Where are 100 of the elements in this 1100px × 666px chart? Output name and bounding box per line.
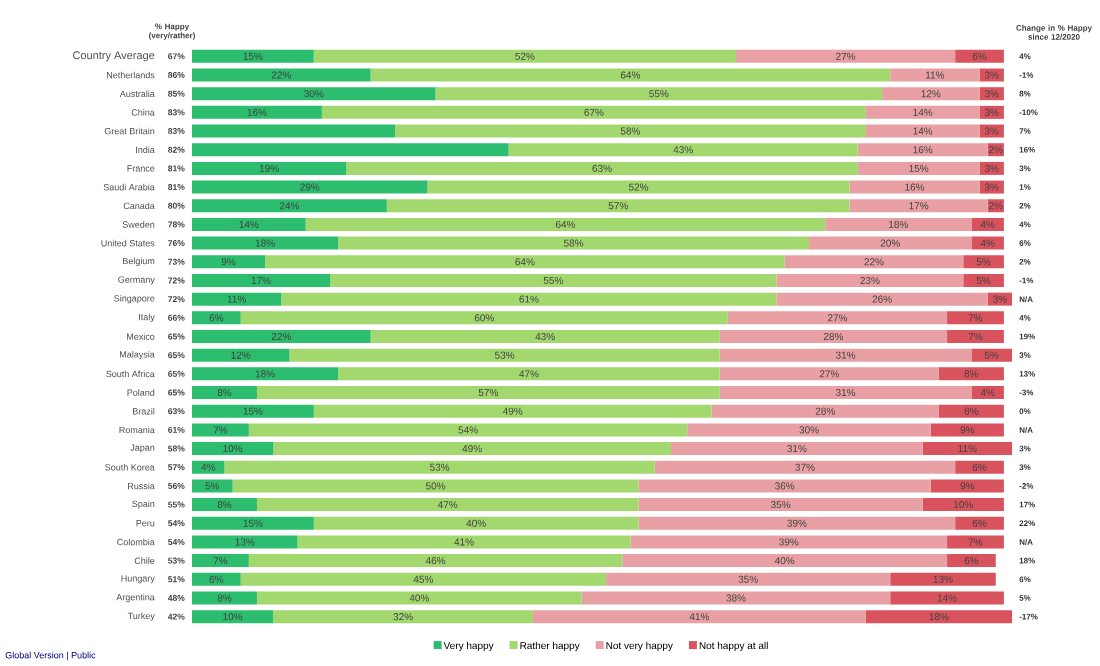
data-label: 18%: [255, 239, 275, 247]
data-label: 50%: [425, 482, 446, 490]
data-label: 67%: [584, 108, 604, 116]
data-label: 64%: [620, 71, 641, 79]
bar: [865, 610, 1012, 624]
bar: [192, 124, 395, 138]
bar: [248, 554, 623, 568]
bar: [192, 610, 274, 624]
data-label: 26%: [872, 295, 892, 303]
data-label: 14%: [239, 220, 259, 228]
bar: [192, 161, 347, 175]
bar: [971, 348, 1012, 362]
bar: [192, 572, 241, 586]
data-label: 8%: [217, 594, 232, 602]
text: 48%: [167, 594, 185, 601]
y-tick-label: Australia: [119, 90, 155, 97]
data-label: 10%: [954, 501, 973, 509]
bar: [338, 367, 720, 381]
data-label: 12%: [231, 351, 251, 359]
legend-label: Not very happy: [606, 641, 673, 652]
bar: [979, 180, 1004, 194]
bar: [370, 330, 720, 343]
text: 80%: [168, 202, 185, 209]
bar: [435, 87, 883, 101]
data-label: 3%: [984, 90, 999, 98]
data-label: 12%: [921, 90, 941, 98]
text: 73%: [168, 258, 185, 265]
data-label: 17%: [909, 202, 929, 210]
bar: [947, 535, 1004, 549]
y-tick-label: Germany: [118, 276, 155, 285]
y-tick-label: South Korea: [105, 463, 155, 471]
text: 42%: [167, 613, 185, 620]
bar: [192, 236, 339, 250]
y-tick-label: Argentina: [116, 593, 155, 603]
data-label: 58%: [620, 127, 641, 135]
bar: [776, 292, 988, 306]
text: 4%: [1019, 53, 1031, 60]
data-label: 13%: [933, 575, 953, 583]
y-tick-label: Belgium: [123, 257, 155, 266]
bar: [289, 348, 720, 362]
bar: [192, 292, 282, 306]
data-label: 39%: [779, 538, 799, 546]
bar: [273, 442, 672, 456]
text: 63%: [168, 408, 185, 415]
text: 53%: [168, 557, 185, 564]
bar: [930, 423, 1004, 437]
bar: [313, 404, 712, 418]
bar: [192, 386, 257, 400]
text: 22%: [1019, 520, 1035, 527]
bar: [192, 348, 290, 362]
data-label: 3%: [984, 127, 999, 135]
bar: [638, 498, 923, 512]
bar: [533, 610, 866, 624]
data-label: 40%: [409, 594, 429, 602]
bar: [192, 535, 298, 549]
data-label: 41%: [689, 613, 710, 621]
bar: [865, 105, 980, 119]
text: 58%: [168, 445, 185, 452]
text: 86%: [168, 72, 185, 79]
y-tick-label: Singapore: [114, 294, 155, 304]
bar: [630, 535, 948, 549]
text: -10%: [1019, 109, 1038, 116]
data-label: 40%: [466, 519, 486, 527]
data-label: 60%: [474, 314, 494, 322]
text: 2%: [1019, 258, 1031, 265]
bar: [947, 311, 1004, 325]
data-label: 37%: [795, 463, 815, 471]
text: Global Version | Public: [5, 651, 96, 661]
data-label: 35%: [770, 501, 791, 509]
data-label: 64%: [515, 258, 535, 266]
bar: [256, 386, 720, 400]
bar: [581, 591, 891, 605]
text: 18%: [1019, 557, 1035, 564]
text: 13%: [1019, 371, 1035, 377]
y-tick-label: Japan: [130, 444, 155, 453]
y-tick-label: Brazil: [133, 407, 155, 415]
bar: [882, 87, 980, 101]
data-label: 31%: [835, 351, 856, 359]
text: 8%: [1019, 90, 1031, 97]
legend-label: Not happy at all: [699, 641, 768, 652]
text: 66%: [168, 314, 185, 321]
y-tick-label: Romania: [119, 426, 155, 434]
data-label: 4%: [201, 463, 216, 471]
data-label: 22%: [271, 332, 291, 341]
bar: [346, 161, 858, 175]
data-label: 8%: [964, 370, 979, 378]
bar: [192, 199, 387, 213]
data-label: 15%: [243, 407, 263, 415]
data-label: 7%: [968, 538, 983, 546]
text: 55%: [168, 501, 185, 508]
data-label: 53%: [430, 463, 450, 471]
bar: [622, 554, 948, 568]
data-label: 3%: [984, 183, 999, 191]
data-label: 7%: [968, 314, 983, 322]
text: 65%: [168, 352, 185, 359]
bar: [987, 292, 1012, 306]
text: 57%: [168, 464, 185, 471]
text: 61%: [168, 426, 185, 433]
bar: [192, 330, 371, 343]
data-label: 27%: [819, 370, 839, 378]
